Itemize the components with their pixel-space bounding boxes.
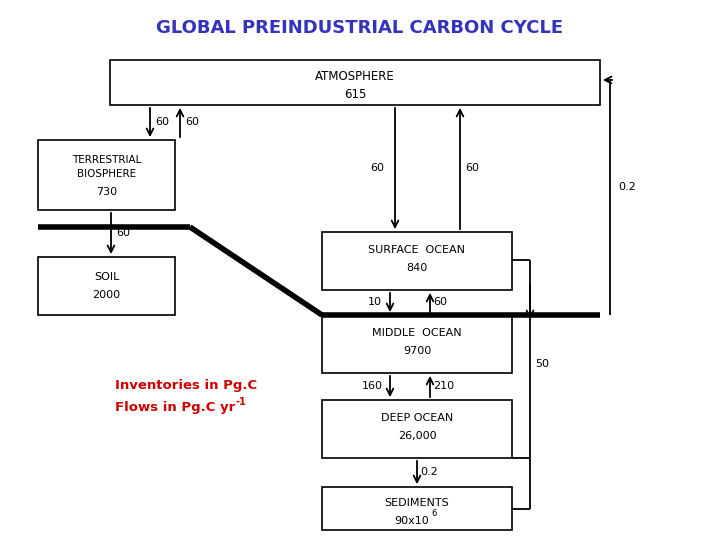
Text: MIDDLE  OCEAN: MIDDLE OCEAN xyxy=(372,328,462,338)
Text: 26,000: 26,000 xyxy=(397,431,436,441)
Bar xyxy=(110,60,600,105)
Text: 9700: 9700 xyxy=(403,346,431,356)
Text: SEDIMENTS: SEDIMENTS xyxy=(384,498,449,508)
Text: SURFACE  OCEAN: SURFACE OCEAN xyxy=(369,245,466,255)
Text: 730: 730 xyxy=(96,187,117,197)
Text: 0.2: 0.2 xyxy=(420,467,438,477)
Text: Inventories in Pg.C: Inventories in Pg.C xyxy=(115,379,257,392)
Text: BIOSPHERE: BIOSPHERE xyxy=(77,169,136,179)
Bar xyxy=(322,232,512,290)
Bar xyxy=(38,257,175,315)
Text: 50: 50 xyxy=(535,359,549,369)
Bar xyxy=(322,315,512,373)
Text: 60: 60 xyxy=(370,163,384,173)
Text: 60: 60 xyxy=(433,297,447,307)
Text: GLOBAL PREINDUSTRIAL CARBON CYCLE: GLOBAL PREINDUSTRIAL CARBON CYCLE xyxy=(156,19,564,37)
Text: 90x10: 90x10 xyxy=(395,516,429,526)
Text: 6: 6 xyxy=(431,510,437,518)
Text: 615: 615 xyxy=(344,89,366,102)
Text: 160: 160 xyxy=(362,381,383,391)
Text: TERRESTRIAL: TERRESTRIAL xyxy=(72,155,141,165)
Text: 60: 60 xyxy=(465,163,479,173)
Text: 60: 60 xyxy=(185,117,199,127)
Text: 210: 210 xyxy=(433,381,454,391)
Text: 2000: 2000 xyxy=(92,290,120,300)
Text: SOIL: SOIL xyxy=(94,272,120,282)
Text: 60: 60 xyxy=(116,228,130,238)
Text: 10: 10 xyxy=(368,297,382,307)
Text: 840: 840 xyxy=(406,263,428,273)
Text: 0.2: 0.2 xyxy=(618,182,636,192)
Bar xyxy=(322,487,512,530)
Text: DEEP OCEAN: DEEP OCEAN xyxy=(381,413,453,423)
Text: ATMOSPHERE: ATMOSPHERE xyxy=(315,71,395,84)
Bar xyxy=(38,140,175,210)
Bar xyxy=(322,400,512,458)
Text: Flows in Pg.C yr: Flows in Pg.C yr xyxy=(115,401,235,414)
Text: -1: -1 xyxy=(235,397,246,407)
Text: 60: 60 xyxy=(155,117,169,127)
